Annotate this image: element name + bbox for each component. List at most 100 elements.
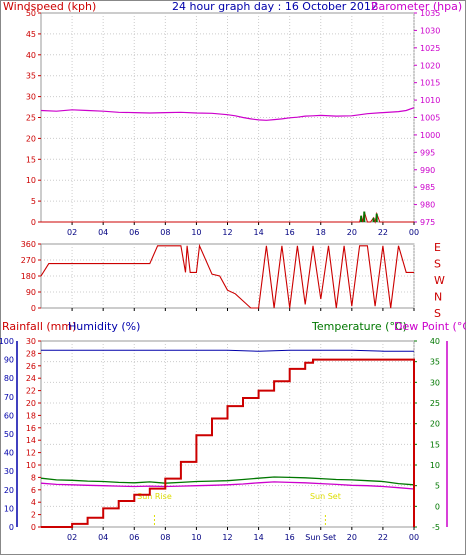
rainfall-tick-label: 10	[26, 461, 36, 470]
panel1-x-tick-label: 06	[129, 228, 139, 237]
temperature-tick-label: 10	[430, 461, 440, 470]
temperature-tick-label: 5	[435, 482, 440, 491]
humidity-axis-title: Humidity (%)	[68, 320, 140, 333]
barometer-tick-label: 990	[420, 166, 435, 175]
direction-tick-label: 270	[21, 256, 36, 265]
sun-annotation-label: Sun Set	[310, 492, 341, 501]
temperature-axis-title: Temperature (°C)	[311, 320, 407, 333]
barometer-tick-label: 980	[420, 201, 435, 210]
temperature-tick-label: -5	[432, 523, 440, 532]
direction-tick-label: 180	[21, 272, 36, 281]
compass-label: E	[434, 241, 441, 254]
temperature-tick-label: 30	[430, 378, 440, 387]
barometer-tick-label: 1015	[420, 79, 440, 88]
barometer-tick-label: 1020	[420, 61, 440, 70]
panel3-x-tick-label: 22	[378, 533, 388, 542]
windspeed-tick-label: 5	[31, 197, 36, 206]
windspeed-tick-label: 10	[26, 176, 36, 185]
rainfall-tick-label: 18	[26, 411, 36, 420]
panel1-x-tick-label: 18	[316, 228, 326, 237]
barometer-series-line	[40, 107, 415, 121]
temperature-tick-label: 25	[430, 399, 440, 408]
compass-label: S	[434, 307, 441, 320]
direction-tick-label: 90	[26, 288, 36, 297]
windspeed-tick-label: 30	[26, 93, 36, 102]
barometer-tick-label: 1010	[420, 96, 440, 105]
dewpoint-series-line	[40, 481, 415, 490]
barometer-tick-label: 1000	[420, 131, 440, 140]
wind-direction-series-line	[40, 243, 414, 309]
chart-layer: 0510152025303540455097598098599099510001…	[0, 9, 448, 542]
rainfall-tick-label: 8	[31, 473, 36, 482]
panel1-x-tick-label: 14	[253, 228, 263, 237]
panel1-x-tick-label: 20	[347, 228, 357, 237]
humidity-tick-label: 60	[4, 411, 14, 420]
direction-tick-label: 0	[31, 304, 36, 313]
panel3-x-tick-label: 20	[347, 533, 357, 542]
windspeed-tick-label: 15	[26, 155, 36, 164]
rainfall-tick-label: 14	[26, 436, 36, 445]
panel3-x-tick-label: 16	[285, 533, 295, 542]
panel1-x-tick-label: 12	[222, 228, 232, 237]
rainfall-tick-label: 2	[31, 511, 36, 520]
rainfall-tick-label: 0	[31, 523, 36, 532]
direction-tick-label: 360	[21, 240, 36, 249]
humidity-tick-label: 30	[4, 467, 14, 476]
windspeed-tick-label: 25	[26, 114, 36, 123]
panel3-x-tick-label: 10	[191, 533, 201, 542]
panel3-x-tick-label: 12	[222, 533, 232, 542]
windspeed-tick-label: 20	[26, 134, 36, 143]
windspeed-tick-label: 35	[26, 72, 36, 81]
rainfall-tick-label: 28	[26, 349, 36, 358]
dewpoint-axis-title: Dew Point (°C)	[394, 320, 466, 333]
barometer-tick-label: 995	[420, 148, 435, 157]
rainfall-axis-title: Rainfall (mm)	[2, 320, 76, 333]
humidity-tick-label: 10	[4, 504, 14, 513]
windspeed-series-line	[41, 211, 414, 224]
barometer-tick-label: 1025	[420, 44, 440, 53]
barometer-tick-label: 985	[420, 183, 435, 192]
humidity-series-line	[41, 349, 414, 352]
rainfall-tick-label: 24	[26, 374, 36, 383]
panel3-x-tick-label: 02	[67, 533, 77, 542]
rainfall-tick-label: 26	[26, 362, 36, 371]
temperature-tick-label: 0	[435, 502, 440, 511]
humidity-tick-label: 70	[4, 393, 14, 402]
humidity-tick-label: 90	[4, 356, 14, 365]
windspeed-tick-label: 40	[26, 51, 36, 60]
sun-annotation-label: Sun Rise	[137, 492, 172, 501]
humidity-tick-label: 100	[0, 337, 14, 346]
windspeed-tick-label: 50	[26, 9, 36, 18]
humidity-tick-label: 80	[4, 374, 14, 383]
panel1-x-tick-label: 04	[98, 228, 108, 237]
humidity-tick-label: 20	[4, 486, 14, 495]
rainfall-tick-label: 4	[31, 498, 36, 507]
panel1-x-tick-label: 16	[285, 228, 295, 237]
humidity-tick-label: 0	[9, 523, 14, 532]
panel1-x-tick-label: 00	[409, 228, 419, 237]
compass-label: N	[434, 291, 442, 304]
panel1-x-tick-label: 08	[160, 228, 170, 237]
humidity-tick-label: 40	[4, 449, 14, 458]
barometer-axis-title: Barometer (hpa)	[371, 0, 462, 13]
windspeed-tick-label: 0	[31, 218, 36, 227]
windspeed-tick-label: 45	[26, 30, 36, 39]
panel1-x-tick-label: 02	[67, 228, 77, 237]
temperature-tick-label: 40	[430, 337, 440, 346]
barometer-tick-label: 975	[420, 218, 435, 227]
panel3-x-tick-label: 06	[129, 533, 139, 542]
panel3-x-tick-label: 08	[160, 533, 170, 542]
rainfall-tick-label: 12	[26, 449, 36, 458]
rainfall-tick-label: 20	[26, 399, 36, 408]
rainfall-tick-label: 30	[26, 337, 36, 346]
rainfall-tick-label: 22	[26, 387, 36, 396]
rainfall-tick-label: 16	[26, 424, 36, 433]
panel3-x-tick-label: 14	[253, 533, 263, 542]
panel3-x-tick-label: Sun Set	[305, 533, 336, 542]
compass-label: S	[434, 258, 441, 271]
humidity-tick-label: 50	[4, 430, 14, 439]
rainfall-series-line	[41, 358, 415, 528]
